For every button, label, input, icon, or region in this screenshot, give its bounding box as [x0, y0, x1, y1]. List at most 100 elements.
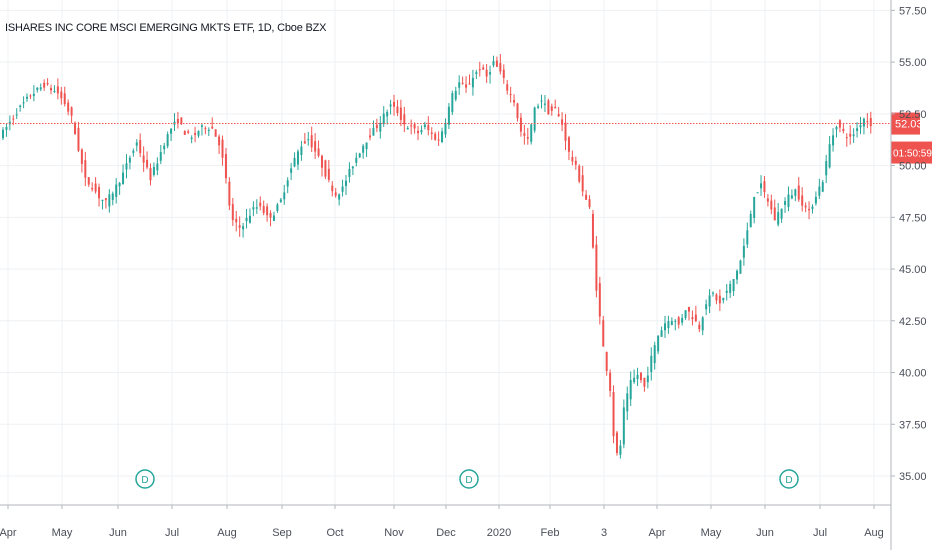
candle-body [279, 199, 282, 202]
candle-body [235, 218, 238, 223]
candle-body [537, 106, 540, 108]
candle-body [296, 151, 299, 165]
x-tick-label: Jul [165, 527, 179, 539]
chart-title: ISHARES INC CORE MSCI EMERGING MKTS ETF,… [5, 22, 327, 34]
candle-body [238, 225, 241, 228]
candle-body [698, 324, 701, 330]
candle-body [307, 139, 310, 141]
candles-group [2, 54, 872, 459]
candle-body [375, 124, 378, 129]
candle-body [70, 107, 73, 116]
candle-body [715, 294, 718, 301]
candle-body [43, 82, 46, 88]
candle-body [828, 144, 831, 168]
candle-body [29, 95, 32, 97]
dividend-marker-icon[interactable] [779, 469, 799, 489]
candle-body [564, 122, 567, 141]
candle-body [290, 168, 293, 173]
candle-body [797, 185, 800, 200]
candle-body [56, 86, 59, 94]
candle-body [540, 100, 543, 102]
candle-body [423, 124, 426, 128]
candle-body [410, 125, 413, 127]
candle-body [705, 304, 708, 310]
candle-body [866, 121, 869, 123]
x-tick-label: 3 [601, 527, 607, 539]
dividend-marker-icon[interactable] [135, 469, 155, 489]
candle-body [98, 187, 101, 199]
candle-body [187, 131, 190, 133]
candle-body [166, 134, 169, 147]
candle-body [63, 93, 66, 105]
candle-body [60, 91, 63, 99]
candle-body [804, 205, 807, 208]
x-tick-label: 2020 [487, 527, 511, 539]
candle-body [543, 103, 546, 105]
candle-body [567, 137, 570, 152]
candle-body [506, 84, 509, 91]
candle-body [22, 102, 25, 104]
candle-body [636, 374, 639, 379]
candle-body [849, 133, 852, 137]
candle-body [372, 127, 375, 136]
candle-body [602, 320, 605, 347]
candle-body [670, 321, 673, 325]
candle-body [753, 197, 756, 218]
candle-body [317, 148, 320, 156]
candle-body [677, 317, 680, 325]
candle-body [345, 180, 347, 187]
candle-body [646, 375, 649, 383]
candle-body [283, 192, 286, 200]
candle-body [197, 130, 200, 136]
candle-body [365, 142, 368, 150]
candle-body [170, 128, 173, 134]
candle-body [790, 195, 793, 199]
candle-body [211, 126, 214, 129]
candle-body [355, 157, 358, 163]
candle-body [91, 187, 94, 190]
candle-body [708, 295, 711, 307]
candle-body [39, 87, 42, 90]
candle-body [688, 306, 690, 312]
x-tick-label: Aug [864, 527, 884, 539]
candle-body [128, 157, 131, 163]
candle-body [533, 107, 536, 131]
candle-body [742, 245, 745, 258]
candle-body [255, 207, 258, 209]
candle-body [835, 127, 838, 130]
candle-body [139, 140, 142, 154]
candle-body [369, 135, 372, 138]
candle-body [718, 295, 721, 304]
candle-body [694, 314, 697, 322]
candle-body [26, 96, 29, 99]
x-tick-label: Feb [541, 527, 560, 539]
candle-body [746, 230, 749, 245]
candle-body [862, 118, 865, 127]
dividend-marker-icon[interactable] [459, 469, 479, 489]
candle-body [756, 192, 759, 194]
candle-body [852, 134, 855, 136]
candle-body [276, 204, 279, 211]
candle-body [245, 217, 248, 222]
candle-body [811, 206, 814, 209]
dividend-marker-label: D [141, 475, 148, 486]
x-tick-label: Oct [326, 527, 343, 539]
candle-body [50, 88, 53, 91]
candle-body [399, 107, 402, 121]
candle-body [286, 180, 289, 187]
candle-body [451, 93, 454, 113]
candle-body [447, 106, 450, 125]
candle-body [523, 133, 526, 136]
candle-body [495, 60, 498, 67]
candle-body [12, 118, 15, 120]
candle-body [444, 122, 447, 135]
candle-body [389, 104, 392, 107]
candle-body [314, 141, 317, 152]
candle-body [869, 118, 872, 127]
candle-body [780, 208, 783, 219]
candle-body [259, 202, 262, 207]
candle-body [615, 432, 618, 454]
dividend-marker-label: D [465, 475, 472, 486]
x-tick-label: Jul [813, 527, 827, 539]
